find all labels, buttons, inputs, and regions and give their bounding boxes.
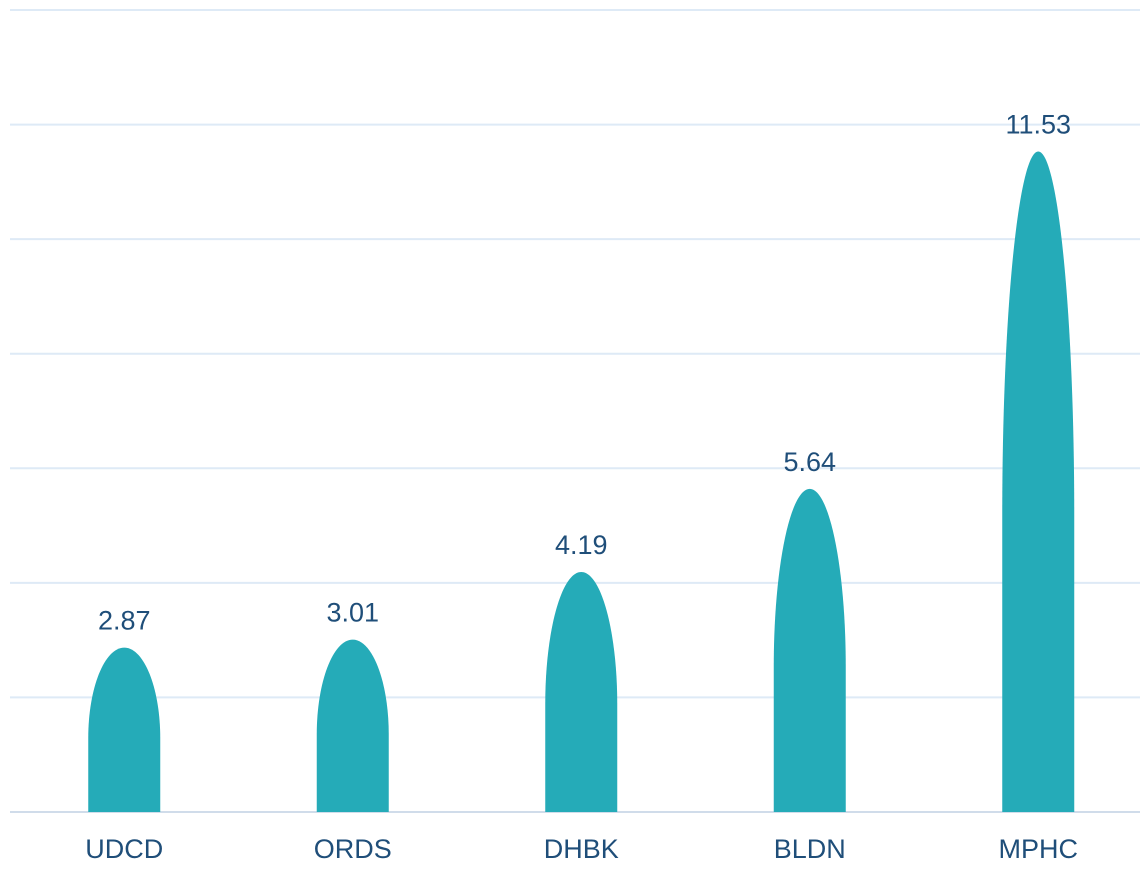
bars [88,151,1075,812]
data-label: 3.01 [326,598,379,628]
category-label: MPHC [999,834,1079,864]
category-label: UDCD [85,834,163,864]
data-labels: 2.87 3.01 4.19 5.64 11.53 [98,109,1071,635]
data-label: 4.19 [555,530,608,560]
category-label: BLDN [774,834,846,864]
category-label: ORDS [314,834,392,864]
bar-dhbk [545,571,618,812]
category-labels: UDCD ORDS DHBK BLDN MPHC [85,834,1078,864]
data-label: 11.53 [1005,109,1071,139]
data-label: 5.64 [783,447,836,477]
data-label: 2.87 [98,606,151,636]
bar-udcd [88,647,161,812]
category-label: DHBK [544,834,619,864]
bar-mphc [1002,151,1075,812]
bar-bldn [773,488,846,812]
bar-ords [316,639,389,812]
